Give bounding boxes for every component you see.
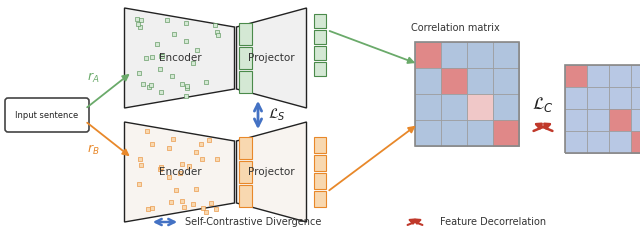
- Bar: [587, 65, 609, 87]
- Text: Feature Decorrelation: Feature Decorrelation: [440, 217, 546, 227]
- Bar: [565, 131, 587, 153]
- Bar: [441, 42, 467, 68]
- Text: $\mathcal{L}_C$: $\mathcal{L}_C$: [532, 95, 554, 114]
- Bar: [415, 42, 441, 68]
- Bar: [587, 109, 609, 131]
- Text: $r_B$: $r_B$: [86, 143, 99, 157]
- Text: Input sentence: Input sentence: [15, 110, 79, 119]
- Text: Self-Contrastive Divergence: Self-Contrastive Divergence: [185, 217, 321, 227]
- Bar: [609, 87, 631, 109]
- Polygon shape: [125, 8, 234, 108]
- Text: Encoder: Encoder: [159, 167, 202, 177]
- Bar: [239, 23, 252, 45]
- Bar: [631, 109, 640, 131]
- Bar: [239, 137, 252, 159]
- Bar: [314, 173, 326, 189]
- Bar: [239, 47, 252, 69]
- Bar: [314, 30, 326, 44]
- Bar: [415, 120, 441, 146]
- Text: Projector: Projector: [248, 53, 294, 63]
- Bar: [467, 94, 493, 120]
- Bar: [609, 131, 631, 153]
- Bar: [493, 94, 519, 120]
- Bar: [467, 120, 493, 146]
- Text: $\mathcal{L}_S$: $\mathcal{L}_S$: [268, 107, 285, 123]
- Bar: [565, 109, 587, 131]
- Bar: [441, 120, 467, 146]
- Bar: [415, 68, 441, 94]
- Bar: [609, 109, 631, 131]
- Bar: [314, 191, 326, 207]
- Bar: [441, 68, 467, 94]
- Polygon shape: [237, 122, 307, 222]
- Bar: [565, 65, 640, 153]
- Bar: [314, 137, 326, 153]
- Bar: [631, 65, 640, 87]
- Bar: [493, 120, 519, 146]
- Bar: [631, 131, 640, 153]
- Bar: [415, 42, 519, 146]
- Text: Projector: Projector: [248, 167, 294, 177]
- FancyBboxPatch shape: [5, 98, 89, 132]
- Bar: [467, 42, 493, 68]
- Bar: [441, 94, 467, 120]
- Text: Correlation matrix: Correlation matrix: [411, 23, 499, 33]
- Bar: [493, 42, 519, 68]
- Bar: [314, 155, 326, 171]
- Bar: [587, 131, 609, 153]
- Bar: [314, 14, 326, 28]
- Bar: [609, 65, 631, 87]
- Bar: [467, 68, 493, 94]
- Bar: [587, 87, 609, 109]
- Polygon shape: [125, 122, 234, 222]
- Text: Encoder: Encoder: [159, 53, 202, 63]
- Text: $r_A$: $r_A$: [87, 71, 99, 85]
- Polygon shape: [237, 8, 307, 108]
- Bar: [493, 68, 519, 94]
- Bar: [415, 94, 441, 120]
- Bar: [239, 185, 252, 207]
- Bar: [565, 65, 587, 87]
- Bar: [239, 71, 252, 93]
- Bar: [631, 87, 640, 109]
- Bar: [565, 87, 587, 109]
- Bar: [314, 46, 326, 60]
- Bar: [314, 62, 326, 76]
- Bar: [239, 161, 252, 183]
